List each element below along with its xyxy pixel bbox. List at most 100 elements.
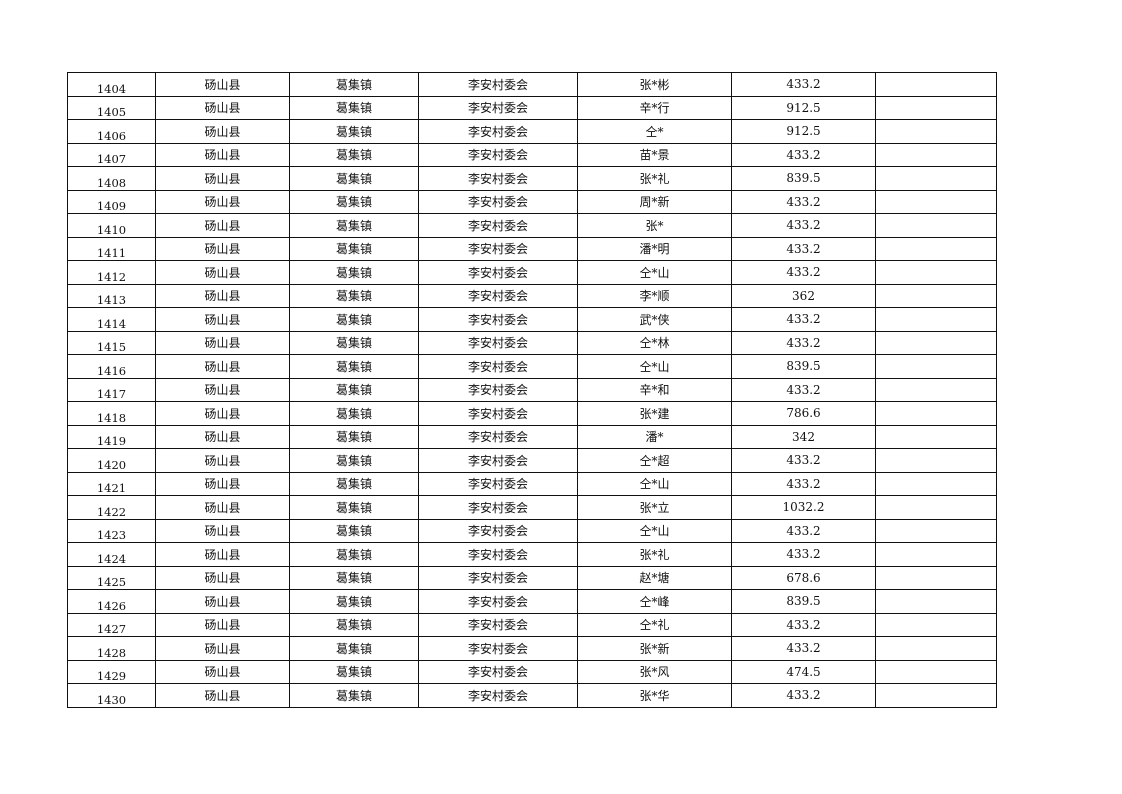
amount-cell: 433.2 [731,612,876,637]
county-cell: 砀山县 [155,354,290,379]
county-cell: 砀山县 [155,307,290,332]
row-number-cell: 1406 [67,119,156,144]
name-cell: 潘*明 [577,236,732,261]
county-cell: 砀山县 [155,142,290,167]
table-row: 1425 砀山县 葛集镇 李安村委会 赵*塘 678.6 [67,565,997,590]
row-number-cell: 1407 [67,142,156,167]
name-cell: 仝*山 [577,260,732,285]
county-cell: 砀山县 [155,72,290,97]
county-cell: 砀山县 [155,166,290,191]
county-cell: 砀山县 [155,213,290,238]
name-cell: 李*顺 [577,283,732,308]
town-cell: 葛集镇 [289,166,419,191]
amount-cell: 1032.2 [731,495,876,520]
village-cell: 李安村委会 [418,424,578,449]
table-row: 1428 砀山县 葛集镇 李安村委会 张*新 433.2 [67,636,997,661]
town-cell: 葛集镇 [289,307,419,332]
table-row: 1409 砀山县 葛集镇 李安村委会 周*新 433.2 [67,189,997,214]
county-cell: 砀山县 [155,260,290,285]
amount-cell: 474.5 [731,659,876,684]
name-cell: 赵*塘 [577,565,732,590]
name-cell: 张*立 [577,495,732,520]
village-cell: 李安村委会 [418,119,578,144]
name-cell: 仝*山 [577,518,732,543]
table-row: 1406 砀山县 葛集镇 李安村委会 仝* 912.5 [67,119,997,144]
row-number-cell: 1421 [67,471,156,496]
town-cell: 葛集镇 [289,260,419,285]
table-row: 1422 砀山县 葛集镇 李安村委会 张*立 1032.2 [67,495,997,520]
town-cell: 葛集镇 [289,330,419,355]
town-cell: 葛集镇 [289,683,419,708]
row-number-cell: 1413 [67,283,156,308]
table-row: 1404 砀山县 葛集镇 李安村委会 张*彬 433.2 [67,72,997,97]
amount-cell: 342 [731,424,876,449]
row-number-cell: 1418 [67,401,156,426]
village-cell: 李安村委会 [418,166,578,191]
note-cell [875,401,997,426]
table-row: 1405 砀山县 葛集镇 李安村委会 辛*行 912.5 [67,95,997,120]
table-row: 1414 砀山县 葛集镇 李安村委会 武*侠 433.2 [67,307,997,332]
row-number-cell: 1422 [67,495,156,520]
amount-cell: 912.5 [731,119,876,144]
county-cell: 砀山县 [155,542,290,567]
amount-cell: 433.2 [731,236,876,261]
name-cell: 张*彬 [577,72,732,97]
amount-cell: 433.2 [731,330,876,355]
note-cell [875,307,997,332]
county-cell: 砀山县 [155,119,290,144]
amount-cell: 433.2 [731,448,876,473]
town-cell: 葛集镇 [289,495,419,520]
name-cell: 苗*景 [577,142,732,167]
row-number-cell: 1420 [67,448,156,473]
village-cell: 李安村委会 [418,260,578,285]
county-cell: 砀山县 [155,189,290,214]
amount-cell: 433.2 [731,307,876,332]
amount-cell: 433.2 [731,189,876,214]
row-number-cell: 1428 [67,636,156,661]
town-cell: 葛集镇 [289,659,419,684]
table-row: 1410 砀山县 葛集镇 李安村委会 张* 433.2 [67,213,997,238]
note-cell [875,424,997,449]
note-cell [875,589,997,614]
county-cell: 砀山县 [155,659,290,684]
name-cell: 辛*行 [577,95,732,120]
village-cell: 李安村委会 [418,283,578,308]
name-cell: 张* [577,213,732,238]
table-row: 1429 砀山县 葛集镇 李安村委会 张*风 474.5 [67,659,997,684]
row-number-cell: 1414 [67,307,156,332]
note-cell [875,565,997,590]
village-cell: 李安村委会 [418,589,578,614]
amount-cell: 433.2 [731,260,876,285]
county-cell: 砀山县 [155,495,290,520]
county-cell: 砀山县 [155,636,290,661]
village-cell: 李安村委会 [418,636,578,661]
table-row: 1413 砀山县 葛集镇 李安村委会 李*顺 362 [67,283,997,308]
name-cell: 张*建 [577,401,732,426]
town-cell: 葛集镇 [289,354,419,379]
town-cell: 葛集镇 [289,401,419,426]
name-cell: 张*礼 [577,542,732,567]
row-number-cell: 1423 [67,518,156,543]
note-cell [875,659,997,684]
table-row: 1427 砀山县 葛集镇 李安村委会 仝*礼 433.2 [67,612,997,637]
town-cell: 葛集镇 [289,636,419,661]
note-cell [875,189,997,214]
village-cell: 李安村委会 [418,659,578,684]
amount-cell: 433.2 [731,636,876,661]
village-cell: 李安村委会 [418,330,578,355]
table-body: 1404 砀山县 葛集镇 李安村委会 张*彬 433.2 1405 砀山县 葛集镇 李安村委会 辛*… [67,72,997,708]
note-cell [875,330,997,355]
county-cell: 砀山县 [155,283,290,308]
note-cell [875,72,997,97]
county-cell: 砀山县 [155,565,290,590]
name-cell: 仝*峰 [577,589,732,614]
row-number-cell: 1405 [67,95,156,120]
name-cell: 周*新 [577,189,732,214]
village-cell: 李安村委会 [418,72,578,97]
town-cell: 葛集镇 [289,589,419,614]
village-cell: 李安村委会 [418,495,578,520]
note-cell [875,448,997,473]
row-number-cell: 1430 [67,683,156,708]
note-cell [875,260,997,285]
town-cell: 葛集镇 [289,612,419,637]
